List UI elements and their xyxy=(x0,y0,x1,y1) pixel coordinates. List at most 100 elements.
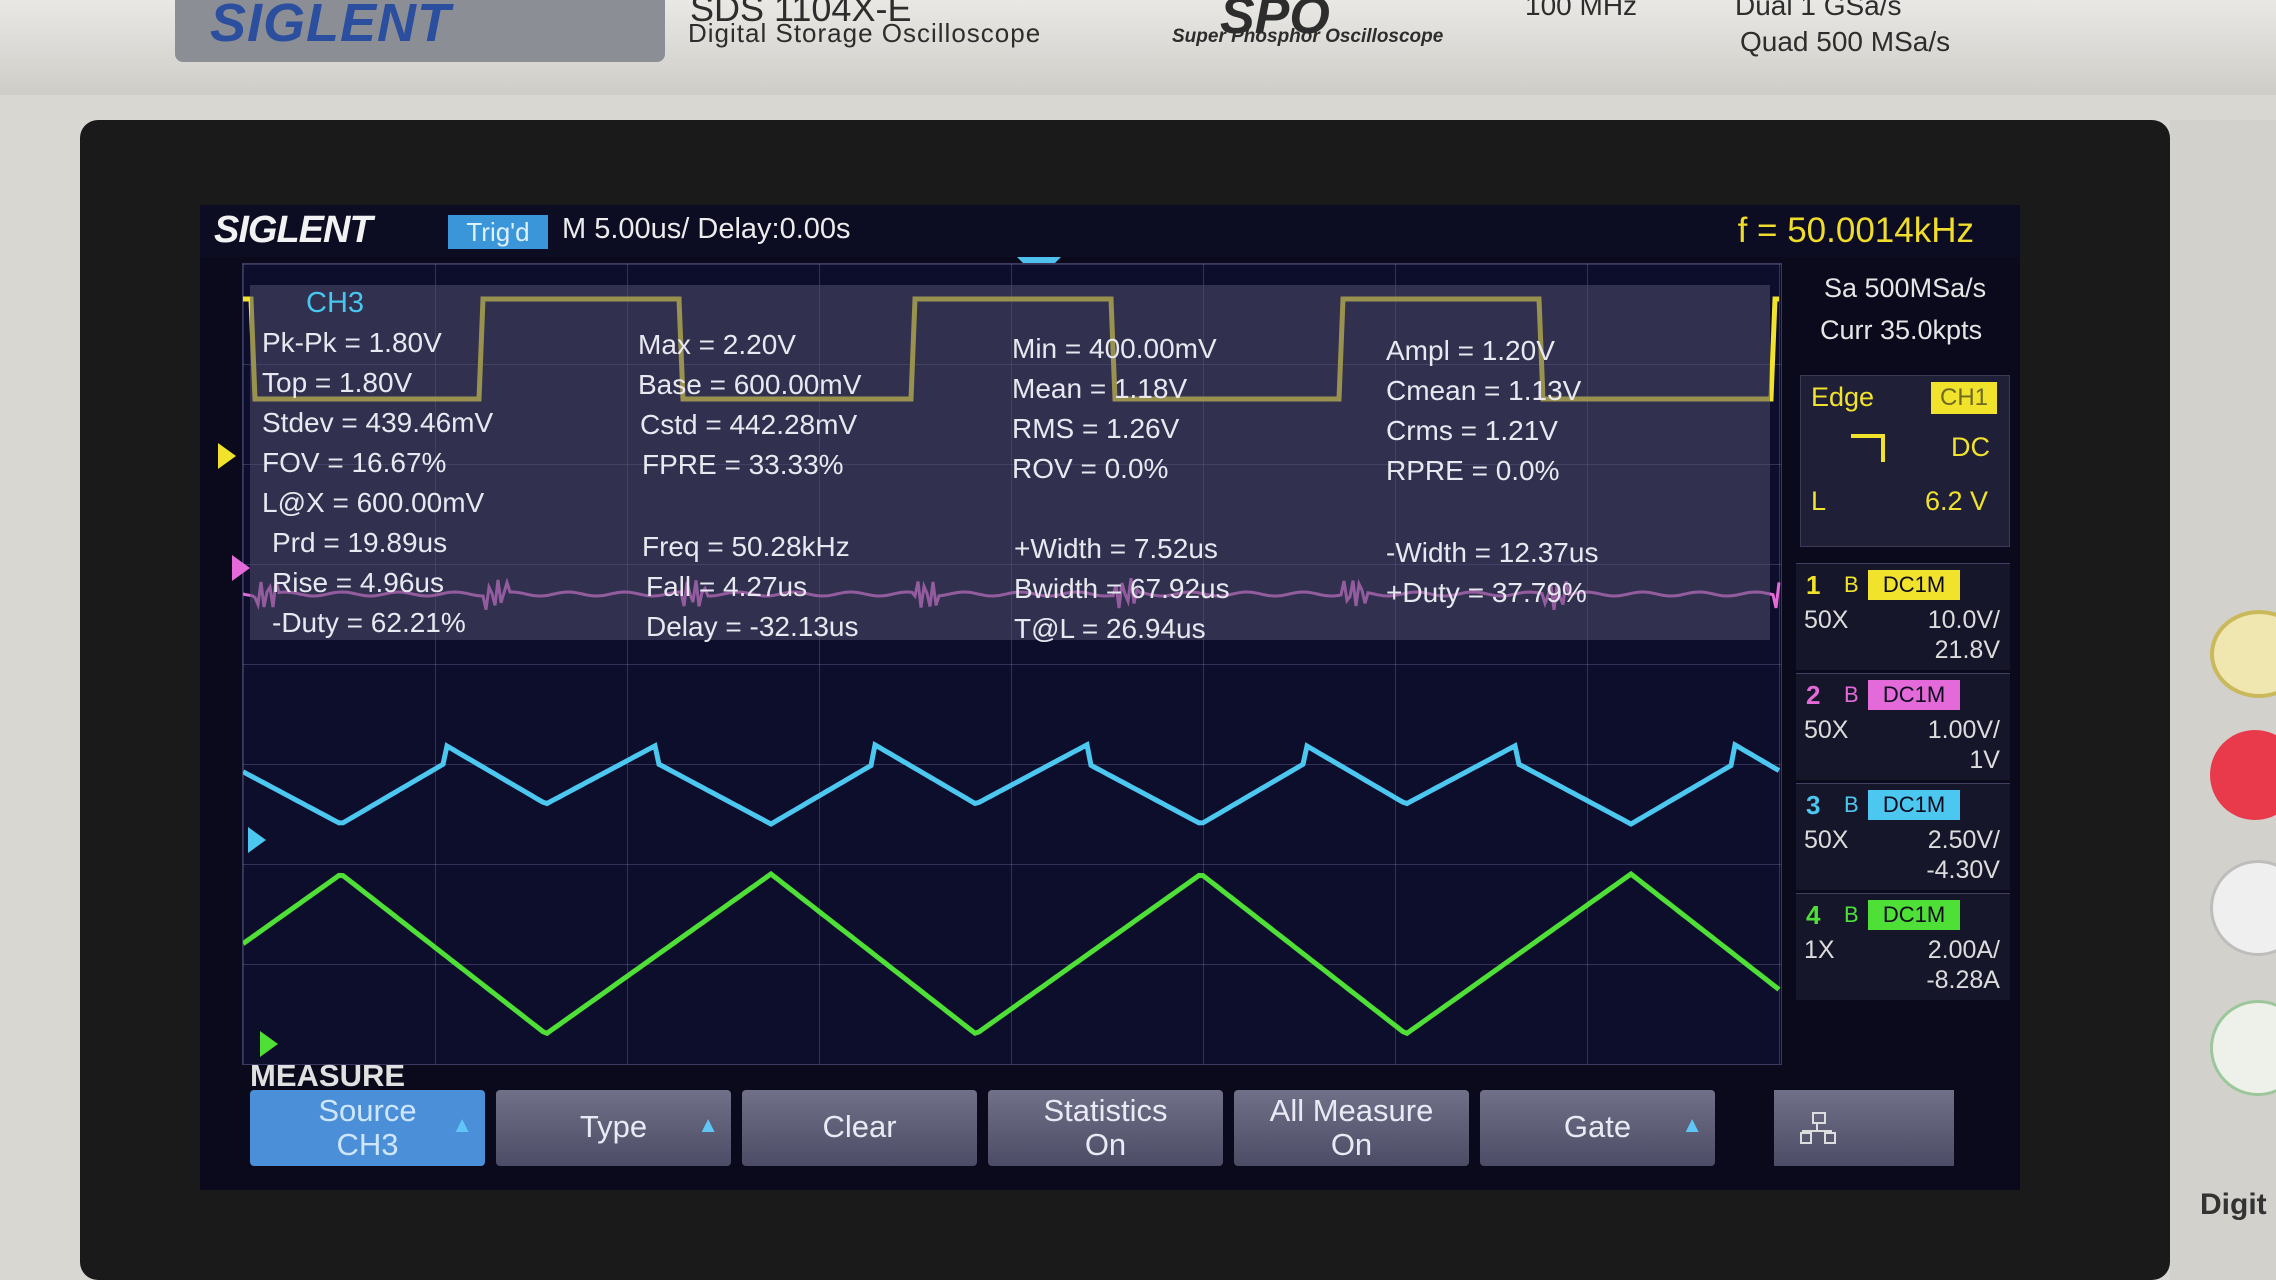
measure-source-label: CH3 xyxy=(306,287,365,319)
meas-neg-width: -Width = 12.37us xyxy=(1386,537,1599,568)
right-info-panel: Sa 500MSa/s Curr 35.0kpts Edge CH1 DC L … xyxy=(1796,263,2020,1083)
meas-fov: FOV = 16.67% xyxy=(262,447,447,478)
knob-green[interactable] xyxy=(2210,1000,2276,1096)
softkey-label: Clear xyxy=(822,1109,897,1144)
channel-number: 3 xyxy=(1806,790,1821,820)
vertical-offset: 1V xyxy=(1969,746,2000,774)
meas-pos-duty: +Duty = 37.79% xyxy=(1386,577,1587,608)
channel-coupling-badge: DC1M xyxy=(1868,790,1960,820)
timebase-readout: M 5.00us/ Delay:0.00s xyxy=(562,213,851,245)
meas-stdev: Stdev = 439.46mV xyxy=(262,407,494,438)
ch3-trace xyxy=(243,740,1781,827)
meas-fpre: FPRE = 33.33% xyxy=(642,449,844,480)
probe-attenuation: 50X xyxy=(1804,606,1849,634)
menu-arrow-icon: ▲ xyxy=(1681,1112,1703,1137)
softkey-label: Source xyxy=(318,1093,417,1128)
softkey-label: Gate xyxy=(1563,1109,1632,1144)
status-bar: SIGLENT Trig'd M 5.00us/ Delay:0.00s f =… xyxy=(200,205,2020,257)
softkey-clear[interactable]: Clear xyxy=(742,1090,977,1166)
meas-bwidth: Bwidth = 67.92us xyxy=(1014,573,1230,604)
ch2-offset-marker[interactable] xyxy=(232,555,250,581)
menu-arrow-icon: ▲ xyxy=(451,1112,473,1137)
meas-ampl: Ampl = 1.20V xyxy=(1386,335,1555,366)
meas-prd: Prd = 19.89us xyxy=(272,527,448,558)
vertical-scale: 10.0V/ xyxy=(1927,606,2000,634)
bandwidth-limit-flag: B xyxy=(1844,902,1859,927)
vertical-offset: -4.30V xyxy=(1926,856,2000,884)
spo-logo: SPO xyxy=(1220,0,1330,45)
meas-max: Max = 2.20V xyxy=(638,329,796,360)
meas-pos-width: +Width = 7.52us xyxy=(1014,533,1218,564)
meas-delay: Delay = -32.13us xyxy=(646,611,859,642)
vertical-scale: 2.00A/ xyxy=(1927,936,2000,964)
channel-4-settings[interactable]: 4 B DC1M 1X 2.00A/-8.28A xyxy=(1796,893,2010,1000)
meas-min: Min = 400.00mV xyxy=(1012,333,1217,364)
meas-mean: Mean = 1.18V xyxy=(1012,373,1188,404)
meas-neg-duty: -Duty = 62.21% xyxy=(272,607,466,638)
ch3-offset-marker[interactable] xyxy=(248,827,266,853)
meas-base: Base = 600.00mV xyxy=(638,369,862,400)
falling-edge-icon xyxy=(1851,434,1885,462)
menu-title: MEASURE xyxy=(250,1058,406,1093)
screen-brand-logo: SIGLENT xyxy=(214,209,373,251)
meas-lx: L@X = 600.00mV xyxy=(262,487,485,518)
vertical-offset: 21.8V xyxy=(1934,636,2000,664)
softkey-value: On xyxy=(1330,1127,1373,1162)
meas-fall: Fall = 4.27us xyxy=(646,571,808,602)
knob-white[interactable] xyxy=(2210,860,2276,956)
channel-1-settings[interactable]: 1 B DC1M 50X 10.0V/21.8V xyxy=(1796,563,2010,670)
meas-cstd: Cstd = 442.28mV xyxy=(640,409,858,440)
meas-t-at-l: T@L = 26.94us xyxy=(1014,613,1206,644)
trigger-type: Edge xyxy=(1811,382,1875,412)
meas-rise: Rise = 4.96us xyxy=(272,567,444,598)
bandwidth-limit-flag: B xyxy=(1844,792,1859,817)
ch4-offset-marker[interactable] xyxy=(260,1031,278,1057)
channel-number: 1 xyxy=(1806,570,1821,600)
softkey-statistics[interactable]: Statistics On xyxy=(988,1090,1223,1166)
ch1-offset-marker[interactable] xyxy=(218,443,236,469)
meas-freq: Freq = 50.28kHz xyxy=(642,531,850,562)
network-button[interactable] xyxy=(1774,1090,1954,1166)
softkey-all-measure[interactable]: All Measure On xyxy=(1234,1090,1469,1166)
softkey-label: Statistics xyxy=(1043,1093,1168,1128)
side-control-panel xyxy=(2170,120,2276,1280)
frequency-counter: f = 50.0014kHz xyxy=(1737,211,1974,250)
probe-attenuation: 50X xyxy=(1804,826,1849,854)
meas-pk-pk: Pk-Pk = 1.80V xyxy=(262,327,442,358)
softkey-value: On xyxy=(1084,1127,1127,1162)
knob-red[interactable] xyxy=(2210,730,2276,820)
knob-yellow[interactable] xyxy=(2210,610,2276,698)
meas-top: Top = 1.80V xyxy=(262,367,413,398)
spec-line-1: Dual 1 GSa/s xyxy=(1735,0,1902,21)
meas-cmean: Cmean = 1.13V xyxy=(1386,375,1582,406)
channel-number: 2 xyxy=(1806,680,1821,710)
network-icon xyxy=(1800,1112,1836,1144)
channel-coupling-badge: DC1M xyxy=(1868,900,1960,930)
bandwidth-label: 100 MHz xyxy=(1525,0,1638,21)
bandwidth-limit-flag: B xyxy=(1844,572,1859,597)
softkey-type[interactable]: Type ▲ xyxy=(496,1090,731,1166)
vertical-scale: 1.00V/ xyxy=(1927,716,2000,744)
probe-attenuation: 50X xyxy=(1804,716,1849,744)
oscilloscope-screen: SIGLENT Trig'd M 5.00us/ Delay:0.00s f =… xyxy=(200,205,2020,1190)
bandwidth-limit-flag: B xyxy=(1844,682,1859,707)
brand-logo: SIGLENT xyxy=(210,0,452,53)
channel-number: 4 xyxy=(1806,900,1821,930)
meas-crms: Crms = 1.21V xyxy=(1386,415,1558,446)
trigger-level: 6.2 V xyxy=(1925,486,1989,516)
softkey-label: Type xyxy=(579,1109,648,1144)
model-name: SDS 1104X-E xyxy=(690,0,912,29)
digit-button-label[interactable]: Digit xyxy=(2200,1188,2267,1221)
channel-2-settings[interactable]: 2 B DC1M 50X 1.00V/1V xyxy=(1796,673,2010,780)
meas-rms: RMS = 1.26V xyxy=(1012,413,1180,444)
meas-rov: ROV = 0.0% xyxy=(1012,453,1169,484)
measurement-panel xyxy=(250,285,1770,640)
softkey-label: All Measure xyxy=(1269,1093,1434,1128)
softkey-source[interactable]: Source CH3 ▲ xyxy=(250,1090,485,1166)
probe-attenuation: 1X xyxy=(1804,936,1835,964)
channel-3-settings[interactable]: 3 B DC1M 50X 2.50V/-4.30V xyxy=(1796,783,2010,890)
menu-arrow-icon: ▲ xyxy=(697,1112,719,1137)
trigger-status-badge: Trig'd xyxy=(448,215,548,249)
softkey-gate[interactable]: Gate ▲ xyxy=(1480,1090,1715,1166)
trigger-settings[interactable]: Edge CH1 DC L 6.2 V xyxy=(1800,375,2010,547)
